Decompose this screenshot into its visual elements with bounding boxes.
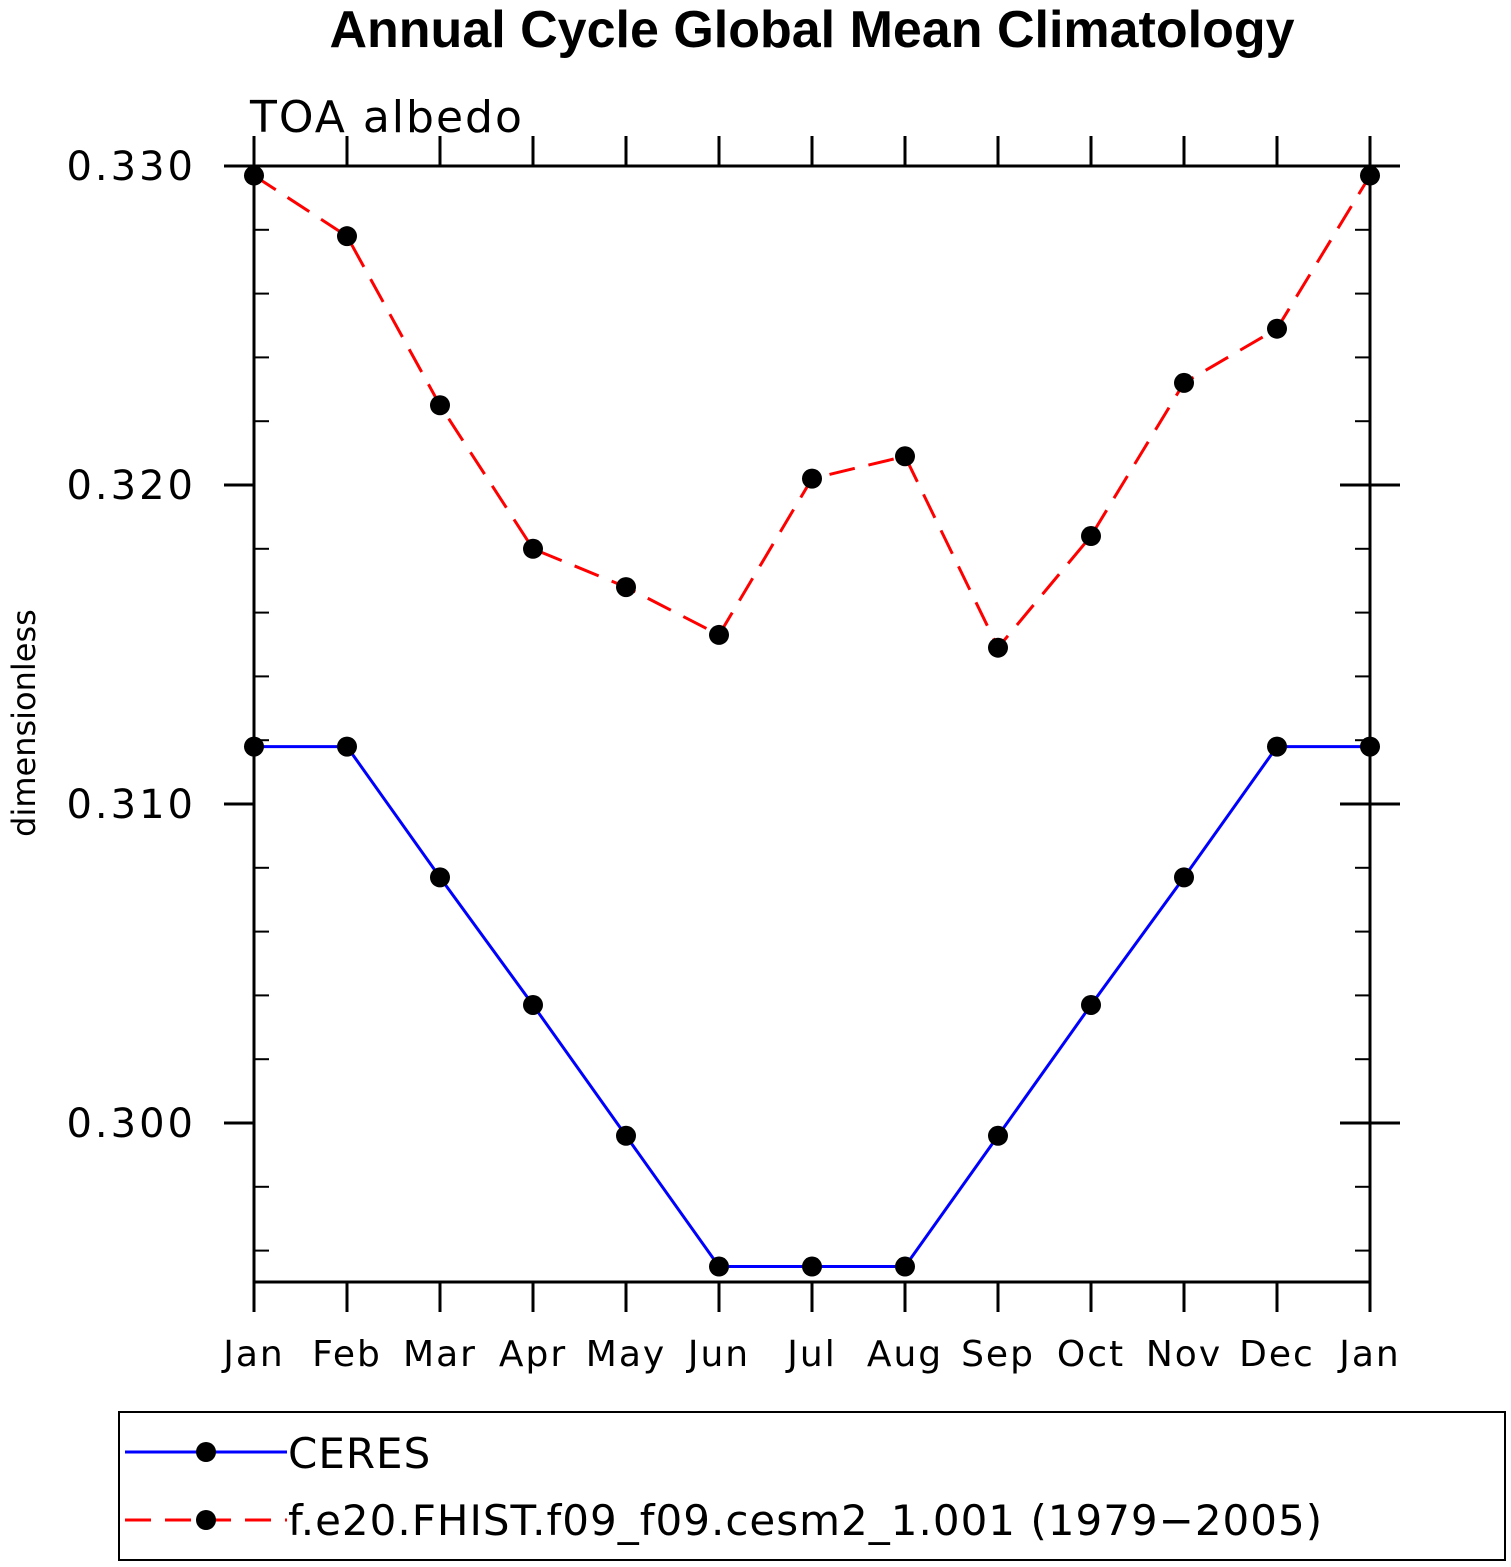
series-lines <box>253 174 1372 1268</box>
data-point <box>1267 318 1287 339</box>
y-tick-label: 0.320 <box>66 463 196 509</box>
data-point <box>616 1125 636 1146</box>
data-point <box>244 736 264 757</box>
series-points <box>244 165 1380 1277</box>
series-line-1 <box>253 174 1372 651</box>
data-point <box>988 1125 1008 1146</box>
y-tick-label: 0.300 <box>66 1101 196 1147</box>
x-tick-label: Dec <box>1239 1334 1315 1375</box>
legend: CERES f.e20.FHIST.f09_f09.cesm2_1.001 (1… <box>118 1411 1506 1561</box>
data-point <box>244 165 264 186</box>
axis-ticks <box>224 136 1400 1312</box>
legend-marker-model <box>196 1510 216 1530</box>
data-point <box>1360 736 1380 757</box>
data-point <box>1081 994 1101 1015</box>
legend-marker-ceres <box>196 1442 216 1462</box>
x-tick-label: Jun <box>686 1334 750 1375</box>
y-tick-labels: 0.300 0.310 0.320 0.330 <box>66 144 196 1147</box>
x-tick-label: Jan <box>221 1334 285 1375</box>
chart-title: Annual Cycle Global Mean Climatology <box>329 1 1294 59</box>
y-tick-label: 0.330 <box>66 144 196 190</box>
data-point <box>1174 372 1194 393</box>
data-point <box>802 468 822 489</box>
x-tick-label: Apr <box>499 1334 567 1375</box>
data-point <box>430 867 450 888</box>
x-tick-label: Nov <box>1146 1334 1222 1375</box>
x-tick-label: Oct <box>1057 1334 1125 1375</box>
x-tick-labels: Jan Feb Mar Apr May Jun Jul Aug Sep Oct Nov Dec Jan <box>221 1334 1401 1375</box>
data-point <box>523 994 543 1015</box>
data-point <box>1081 526 1101 547</box>
data-point <box>616 577 636 598</box>
data-point <box>337 226 357 247</box>
data-point <box>802 1256 822 1277</box>
data-point <box>709 1256 729 1277</box>
legend-box <box>118 1411 1506 1561</box>
data-point <box>895 1256 915 1277</box>
y-tick-label: 0.310 <box>66 782 196 828</box>
series-line-0 <box>254 745 1370 1268</box>
data-point <box>337 736 357 757</box>
data-point <box>430 395 450 416</box>
legend-label-ceres: CERES <box>288 1429 431 1478</box>
data-point <box>1174 867 1194 888</box>
data-point <box>988 637 1008 658</box>
legend-label-model: f.e20.FHIST.f09_f09.cesm2_1.001 (1979−20… <box>288 1496 1323 1545</box>
x-tick-label: Sep <box>961 1334 1035 1375</box>
data-point <box>1360 165 1380 186</box>
data-point <box>1267 736 1287 757</box>
x-tick-label: May <box>586 1334 666 1375</box>
x-tick-label: Aug <box>867 1334 943 1375</box>
plot-frame <box>252 164 1372 1284</box>
x-tick-label: Mar <box>403 1334 477 1375</box>
data-point <box>709 624 729 645</box>
x-tick-label: Jul <box>785 1334 836 1375</box>
chart-subtitle: TOA albedo <box>249 92 524 143</box>
y-axis-label: dimensionless <box>5 609 43 837</box>
data-point <box>523 538 543 559</box>
x-tick-label: Jan <box>1337 1334 1401 1375</box>
data-point <box>895 446 915 467</box>
x-tick-label: Feb <box>312 1334 382 1375</box>
